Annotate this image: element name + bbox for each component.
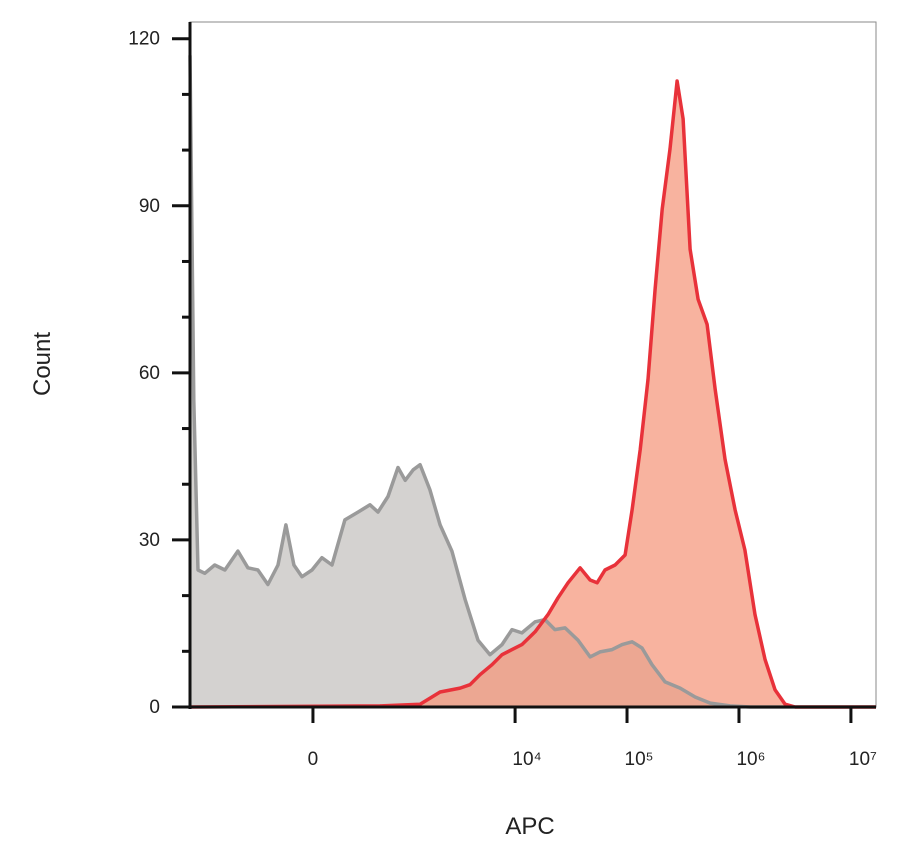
histogram-area <box>190 55 876 707</box>
y-tick-label: 0 <box>149 697 160 718</box>
x-tick-label: 10⁶ <box>736 749 765 770</box>
y-tick-label: 90 <box>139 196 160 217</box>
x-tick-label: 10⁵ <box>625 749 654 770</box>
histogram-line <box>188 55 876 709</box>
y-tick-label: 60 <box>139 363 160 384</box>
x-tick-label: 10⁴ <box>512 749 541 770</box>
histogram-line <box>189 79 876 709</box>
x-tick-label: 0 <box>308 749 319 770</box>
histogram-area <box>190 81 876 707</box>
y-tick-label: 120 <box>128 29 160 50</box>
x-tick-label: 10⁷ <box>849 749 877 770</box>
x-axis-title: APC <box>505 813 554 840</box>
y-axis-title: Count <box>29 332 56 396</box>
y-tick-label: 30 <box>139 530 160 551</box>
